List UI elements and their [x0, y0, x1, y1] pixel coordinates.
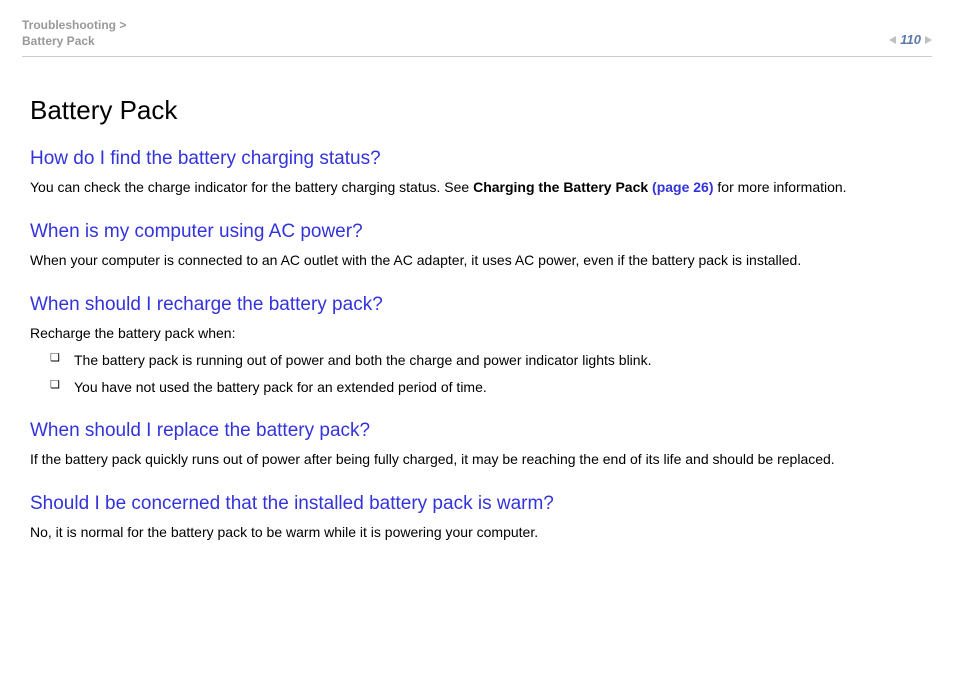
prev-page-icon[interactable] [889, 36, 896, 44]
header-divider [22, 56, 932, 57]
page-header: Troubleshooting > Battery Pack 110 [22, 18, 932, 58]
section-heading: Should I be concerned that the installed… [30, 493, 924, 515]
next-page-icon[interactable] [925, 36, 932, 44]
page-link[interactable]: (page 26) [648, 179, 713, 195]
body-bold: Charging the Battery Pack [473, 179, 648, 195]
bullet-text: The battery pack is running out of power… [74, 351, 651, 370]
section-body: When your computer is connected to an AC… [30, 251, 924, 270]
list-item: ❏ The battery pack is running out of pow… [30, 351, 924, 370]
bullet-icon: ❏ [50, 378, 74, 393]
section-heading: When should I recharge the battery pack? [30, 294, 924, 316]
section-body: If the battery pack quickly runs out of … [30, 450, 924, 469]
page-number-nav: 110 [889, 32, 932, 47]
page-number: 110 [900, 32, 921, 47]
bullet-icon: ❏ [50, 351, 74, 366]
bullet-list: ❏ The battery pack is running out of pow… [30, 351, 924, 397]
section-body: No, it is normal for the battery pack to… [30, 523, 924, 542]
section-heading: When should I replace the battery pack? [30, 420, 924, 442]
body-text: for more information. [714, 179, 847, 195]
section-heading: When is my computer using AC power? [30, 221, 924, 243]
section-heading: How do I find the battery charging statu… [30, 148, 924, 170]
breadcrumb-line1: Troubleshooting > [22, 18, 126, 32]
breadcrumb: Troubleshooting > Battery Pack [22, 18, 932, 49]
section-intro: Recharge the battery pack when: [30, 324, 924, 343]
bullet-text: You have not used the battery pack for a… [74, 378, 487, 397]
section-body: You can check the charge indicator for t… [30, 178, 924, 197]
body-text: You can check the charge indicator for t… [30, 179, 473, 195]
list-item: ❏ You have not used the battery pack for… [30, 378, 924, 397]
page-title: Battery Pack [30, 95, 924, 126]
page-content: Battery Pack How do I find the battery c… [30, 95, 924, 566]
breadcrumb-line2: Battery Pack [22, 34, 95, 48]
